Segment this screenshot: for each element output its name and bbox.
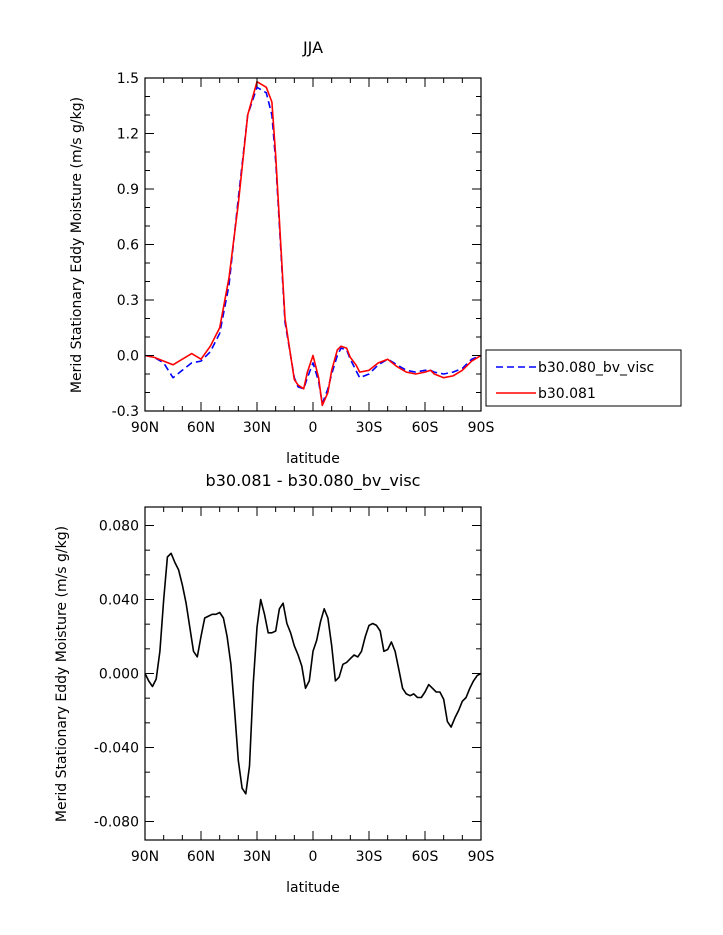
top-chart-y-tick-label: 0.6 bbox=[117, 238, 139, 254]
bottom-chart-x-tick-label: 0 bbox=[309, 849, 318, 865]
top-chart-x-tick-label: 90S bbox=[468, 420, 495, 436]
top-chart-y-tick-label: 0.0 bbox=[117, 349, 139, 365]
bottom-chart-y-tick-label: -0.080 bbox=[94, 815, 139, 831]
legend-label-series-1: b30.080_bv_visc bbox=[538, 360, 654, 376]
top-chart-x-tick-label: 30N bbox=[243, 420, 271, 436]
bottom-chart-xlabel: latitude bbox=[286, 880, 340, 896]
bottom-chart-x-tick-label: 30N bbox=[243, 849, 271, 865]
top-chart-y-tick-label: 1.2 bbox=[117, 127, 139, 143]
bottom-chart-series-line-1 bbox=[144, 552, 482, 795]
top-chart-panel: JJA 90N 60N 30N 0 30S 60S 90S -0.3 0.0 0.3 0.6 0.9 1… bbox=[69, 38, 682, 467]
top-chart-title: JJA bbox=[302, 38, 323, 57]
top-chart-xlabel: latitude bbox=[286, 451, 340, 467]
top-chart-y-tick-label: -0.3 bbox=[112, 404, 139, 420]
top-chart-x-tick-label: 90N bbox=[131, 420, 159, 436]
top-chart-x-tick-label: 60N bbox=[187, 420, 215, 436]
top-chart-y-tick-label: 0.9 bbox=[117, 182, 139, 198]
top-chart-x-tick-label: 60S bbox=[412, 420, 439, 436]
top-chart-series-line-2 bbox=[144, 80, 482, 407]
bottom-chart-x-tick-label: 30S bbox=[356, 849, 383, 865]
bottom-chart-y-tick-label: 0.040 bbox=[99, 593, 139, 609]
bottom-chart-x-tick-label: 90S bbox=[468, 849, 495, 865]
top-chart-ylabel: Merid Stationary Eddy Moisture (m/s g/kg… bbox=[69, 97, 85, 393]
bottom-chart-frame bbox=[144, 506, 482, 841]
bottom-chart-y-tick-label: 0.000 bbox=[99, 667, 139, 683]
top-chart-x-tick-label: 0 bbox=[309, 420, 318, 436]
bottom-chart-y-tick-label: -0.040 bbox=[94, 741, 139, 757]
top-chart-y-tick-label: 0.3 bbox=[117, 293, 139, 309]
legend-box bbox=[485, 349, 682, 407]
bottom-chart-x-tick-label: 60N bbox=[187, 849, 215, 865]
bottom-chart-x-tick-label: 90N bbox=[131, 849, 159, 865]
top-chart-frame bbox=[144, 77, 482, 412]
bottom-chart-panel: b30.081 - b30.080_bv_visc 90N 60N 30N 0 30S 6… bbox=[54, 471, 494, 896]
legend-label-series-2: b30.081 bbox=[538, 386, 596, 402]
top-chart-legend: b30.080_bv_visc b30.081 bbox=[485, 349, 682, 407]
bottom-chart-ylabel: Merid Stationary Eddy Moisture (m/s g/kg… bbox=[54, 526, 70, 822]
bottom-chart-y-tick-label: 0.080 bbox=[99, 519, 139, 535]
bottom-chart-title: b30.081 - b30.080_bv_visc bbox=[206, 471, 421, 491]
top-chart-y-tick-label: 1.5 bbox=[117, 71, 139, 87]
top-chart-x-tick-label: 30S bbox=[356, 420, 383, 436]
bottom-chart-x-tick-label: 60S bbox=[412, 849, 439, 865]
